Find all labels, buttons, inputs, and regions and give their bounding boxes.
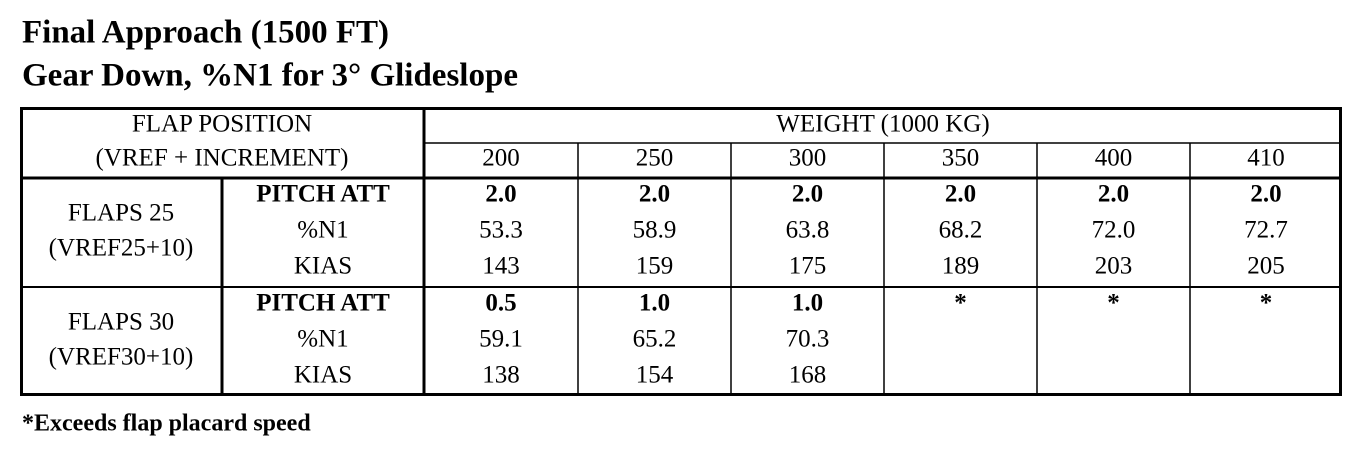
header-cell: WEIGHT (1000 KG)	[776, 111, 989, 138]
weight-header: 400	[1095, 145, 1133, 172]
cell-value: 2.0	[639, 181, 670, 208]
cell-value: 2.0	[1098, 181, 1129, 208]
row-name: PITCH ATT	[256, 181, 390, 208]
cell-value: 68.2	[939, 217, 983, 244]
row-name: KIAS	[294, 362, 352, 389]
cell-value: 189	[942, 253, 980, 280]
header-cell: (VREF + INCREMENT)	[96, 145, 349, 172]
title-line: Final Approach (1500 FT)	[22, 15, 389, 51]
flap-label: FLAPS 25	[68, 200, 174, 227]
cell-value: 58.9	[633, 217, 677, 244]
footnote: *Exceeds flap placard speed	[22, 411, 311, 437]
row-name: KIAS	[294, 253, 352, 280]
flap-label: (VREF25+10)	[49, 235, 194, 262]
weight-header: 250	[636, 145, 674, 172]
cell-value: *	[1107, 290, 1120, 317]
weight-header: 300	[789, 145, 827, 172]
cell-value: 1.0	[792, 290, 823, 317]
cell-value: 168	[789, 362, 827, 389]
cell-value: 59.1	[479, 326, 523, 353]
cell-value: *	[1260, 290, 1273, 317]
cell-value: 70.3	[786, 326, 830, 353]
header-cell: FLAP POSITION	[132, 111, 312, 138]
row-name: %N1	[297, 217, 348, 244]
row-name: %N1	[297, 326, 348, 353]
cell-value: 143	[482, 253, 520, 280]
cell-value: 2.0	[945, 181, 976, 208]
cell-value: 1.0	[639, 290, 670, 317]
cell-value: 72.0	[1092, 217, 1136, 244]
flap-label: (VREF30+10)	[49, 344, 194, 371]
cell-value: 205	[1247, 253, 1285, 280]
cell-value: 2.0	[485, 181, 516, 208]
cell-value: 154	[636, 362, 674, 389]
title-line: Gear Down, %N1 for 3° Glideslope	[22, 58, 518, 94]
cell-value: 65.2	[633, 326, 677, 353]
cell-value: 0.5	[485, 290, 516, 317]
weight-header: 350	[942, 145, 980, 172]
cell-value: 138	[482, 362, 520, 389]
row-name: PITCH ATT	[256, 290, 390, 317]
cell-value: 203	[1095, 253, 1133, 280]
cell-value: 175	[789, 253, 827, 280]
cell-value: 53.3	[479, 217, 523, 244]
weight-header: 410	[1247, 145, 1285, 172]
cell-value: 72.7	[1244, 217, 1288, 244]
table-grid	[20, 107, 1342, 396]
cell-value: 2.0	[792, 181, 823, 208]
cell-value: 159	[636, 253, 674, 280]
cell-value: 63.8	[786, 217, 830, 244]
weight-header: 200	[482, 145, 520, 172]
cell-value: 2.0	[1250, 181, 1281, 208]
cell-value: *	[954, 290, 967, 317]
flap-label: FLAPS 30	[68, 309, 174, 336]
